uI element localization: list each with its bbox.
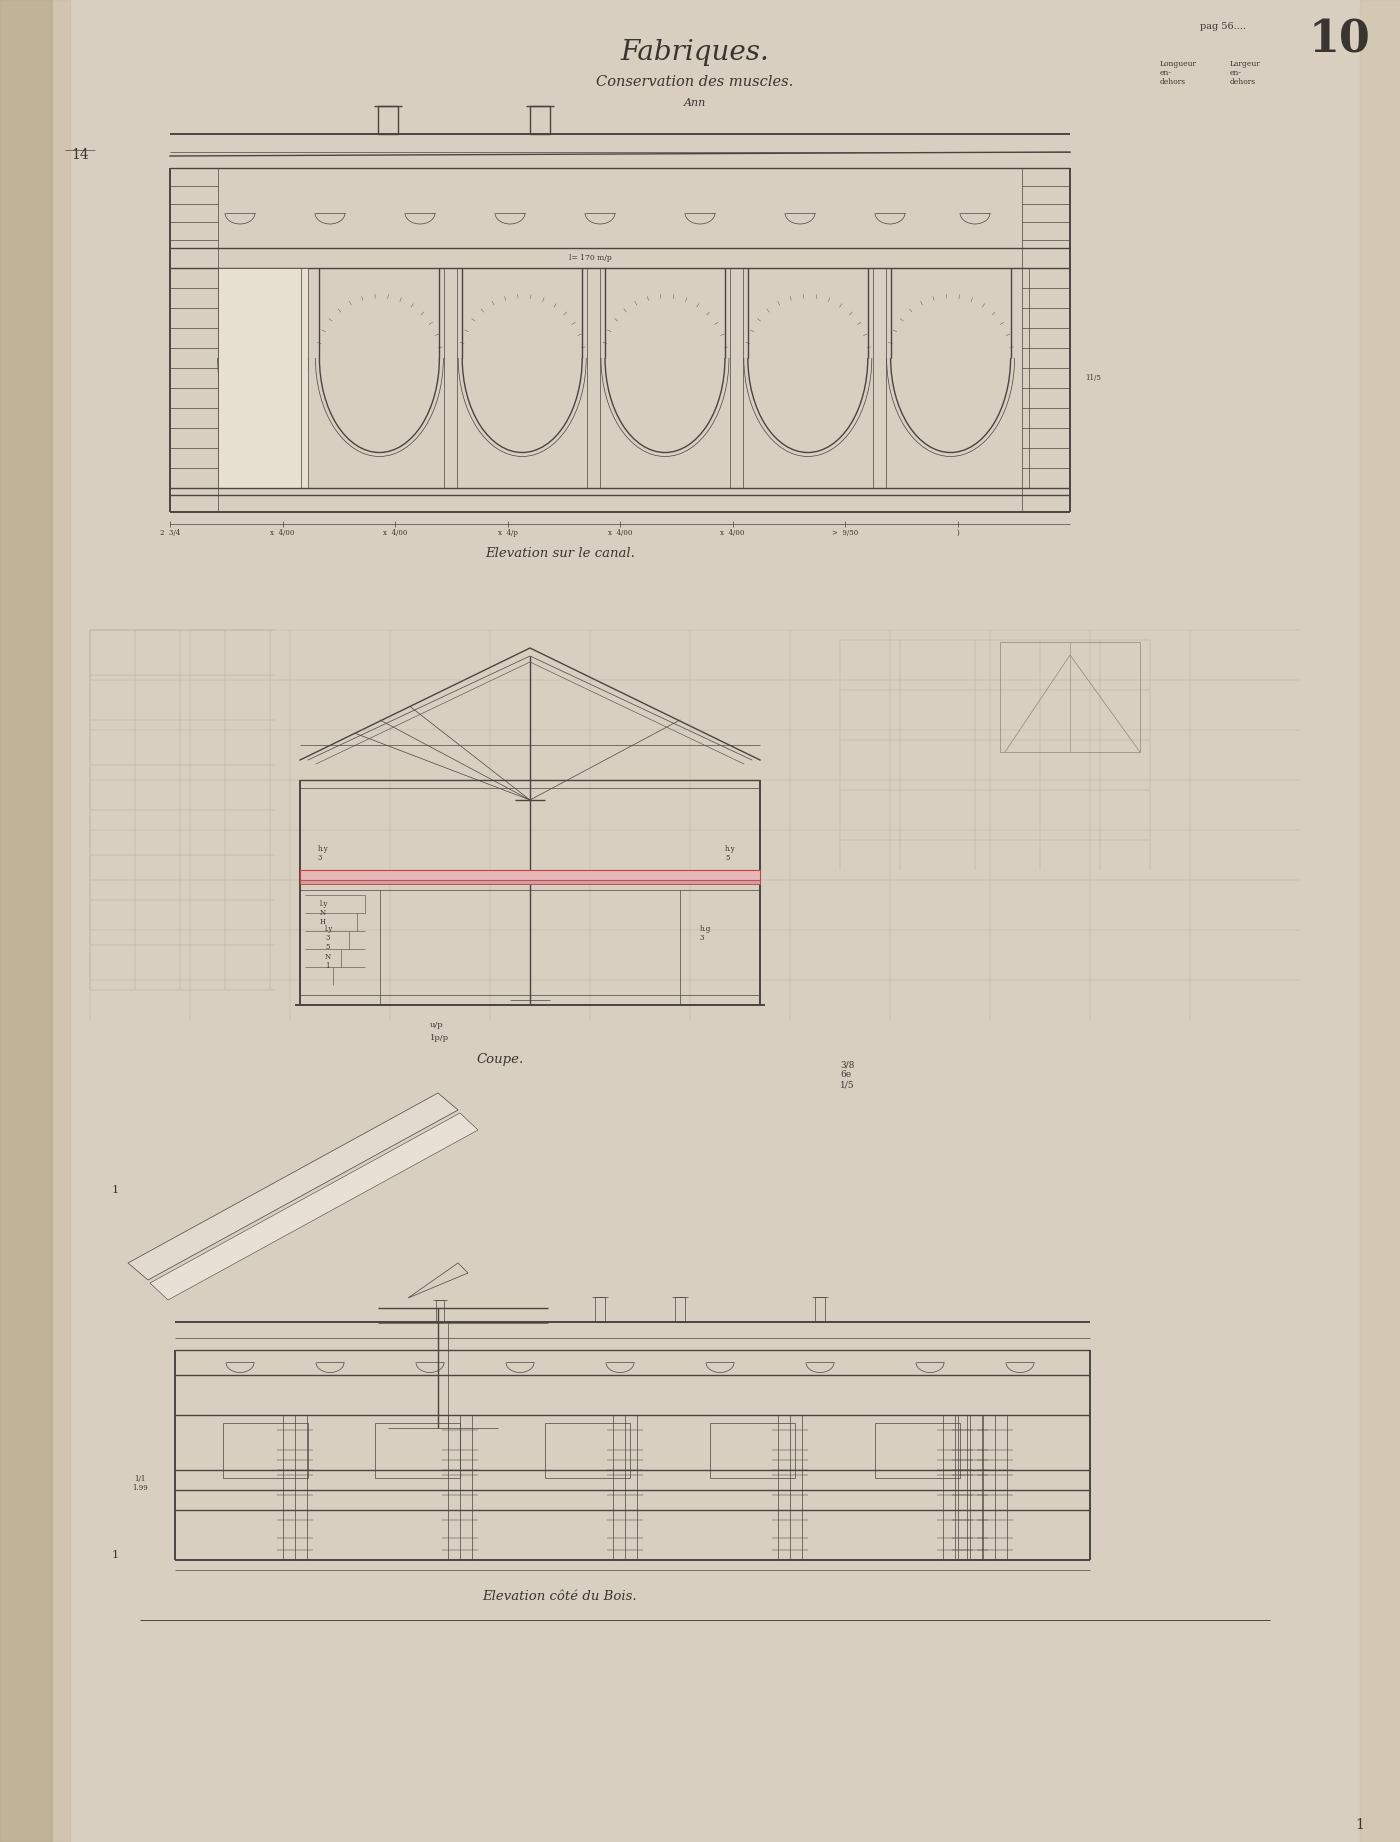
Text: ): ) [956,529,959,538]
Text: x  4/p: x 4/p [497,529,518,538]
Text: 3/8
6e
1/5: 3/8 6e 1/5 [840,1059,854,1090]
Bar [1000,643,1140,752]
Text: x  4/00: x 4/00 [721,529,745,538]
Polygon shape [127,1092,458,1280]
Text: 10: 10 [1309,18,1371,61]
Text: l.y
3
5
N
1: l.y 3 5 N 1 [325,925,333,969]
Text: Largeur
en-
dehors: Largeur en- dehors [1231,61,1261,87]
Bar [300,880,760,884]
Text: 1: 1 [112,1549,119,1560]
Text: Ann: Ann [683,98,706,109]
Text: u/p: u/p [430,1020,444,1030]
Text: 11/5: 11/5 [1085,374,1100,381]
Text: 1: 1 [112,1184,119,1195]
Bar [710,1424,795,1477]
Bar [531,107,550,134]
Text: 1: 1 [1355,1818,1365,1833]
Text: Coupe.: Coupe. [476,1054,524,1067]
Text: h.y
5: h.y 5 [725,845,736,862]
Text: x  4/00: x 4/00 [382,529,407,538]
Text: h.y
3: h.y 3 [318,845,329,862]
Bar [300,869,760,880]
Bar [375,1424,461,1477]
Text: Fabriques.: Fabriques. [620,39,770,66]
Text: Elevation sur le canal.: Elevation sur le canal. [484,547,636,560]
Bar [223,1424,308,1477]
Bar [815,1297,825,1323]
Text: >  9/50: > 9/50 [832,529,858,538]
Text: pag 56....: pag 56.... [1200,22,1246,31]
Text: x  4/00: x 4/00 [608,529,633,538]
Bar [545,1424,630,1477]
Bar [435,1300,444,1323]
Text: 14: 14 [71,147,88,162]
Text: Conservation des muscles.: Conservation des muscles. [596,76,794,88]
Bar [218,267,308,488]
Bar [378,107,398,134]
Bar [595,1297,605,1323]
Bar [675,1297,685,1323]
Text: h.g
3: h.g 3 [700,925,711,943]
Text: l.y
N
H: l.y N H [321,901,329,927]
Polygon shape [150,1113,477,1300]
Text: Longueur
en-
dehors: Longueur en- dehors [1161,61,1197,87]
Text: Elevation côté du Bois.: Elevation côté du Bois. [483,1590,637,1604]
Text: 2  3/4: 2 3/4 [160,529,181,538]
Bar [875,1424,960,1477]
Text: 1/1
1.99: 1/1 1.99 [132,1475,148,1492]
Text: x  4/00: x 4/00 [270,529,294,538]
Text: 1p/p: 1p/p [430,1033,449,1043]
Text: l= 170 m/p: l= 170 m/p [568,254,612,262]
